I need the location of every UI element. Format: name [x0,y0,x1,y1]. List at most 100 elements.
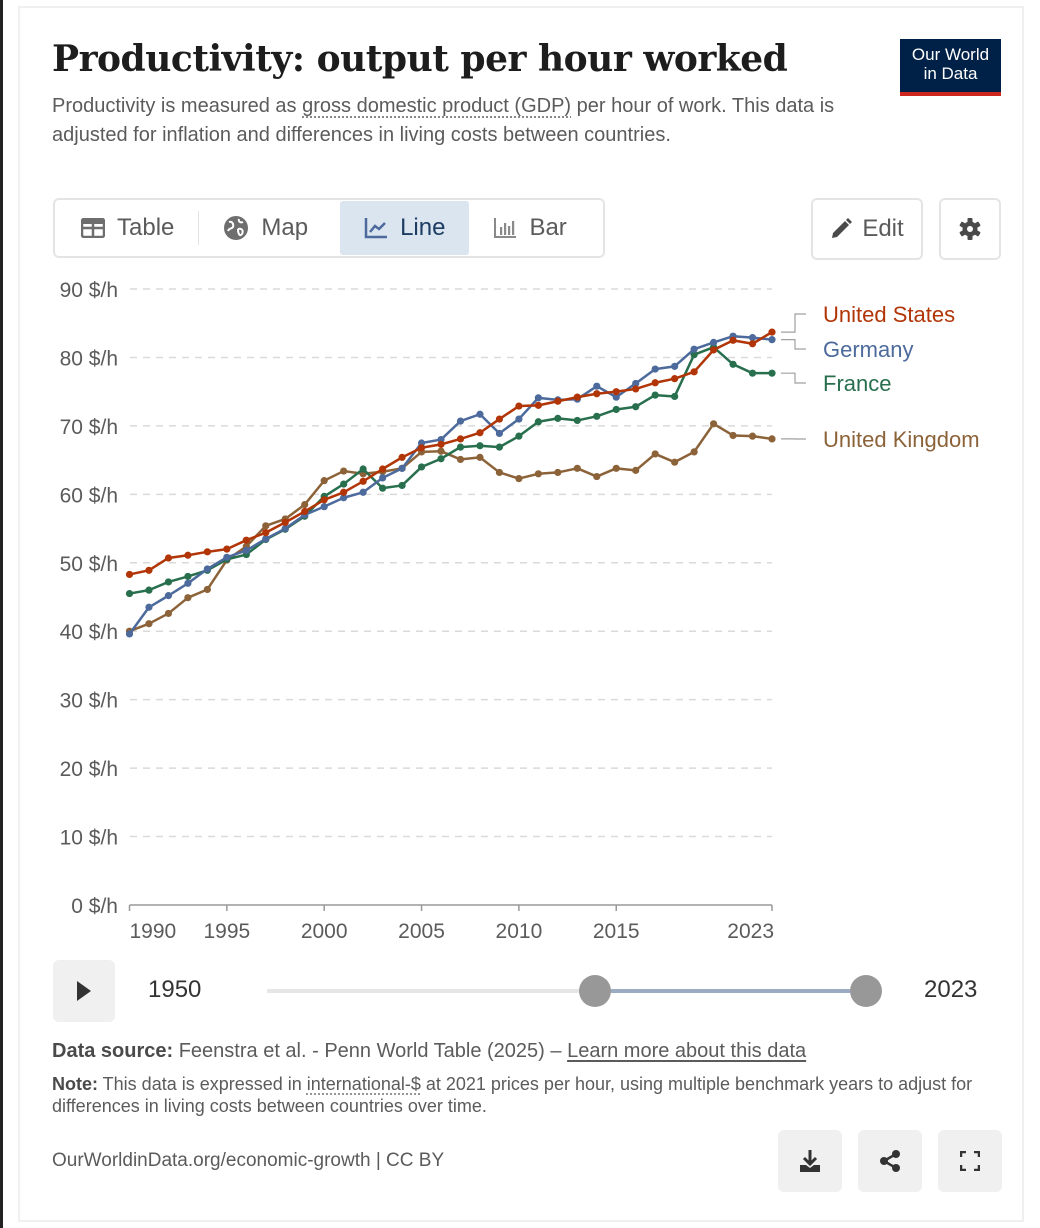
data-point [398,453,406,461]
data-point [164,609,173,618]
legend-connector [781,372,806,384]
data-point [632,385,640,393]
data-point [437,455,445,463]
gdp-definition-link[interactable]: gross domestic product (GDP) [302,95,572,117]
data-point [437,440,445,448]
data-point [437,447,445,455]
y-tick-label: 0 $/h [71,895,118,918]
y-tick-label: 60 $/h [60,484,118,507]
x-tick-label: 2010 [496,920,543,943]
data-point [768,328,776,336]
logo-line-1: Our World [911,45,990,64]
series-line-united-states [129,331,773,576]
international-dollar-link[interactable]: international-$ [306,1074,421,1094]
timeline-start-label: 1950 [148,976,202,1003]
data-point [573,464,581,472]
download-button[interactable] [778,1130,842,1192]
data-point [456,417,465,425]
download-icon [800,1150,820,1172]
data-point [651,379,659,387]
data-point [476,429,484,437]
data-point [379,484,387,492]
data-point [709,346,718,354]
page-title: Productivity: output per hour worked [52,38,788,80]
data-point [554,468,562,477]
data-point [671,375,679,383]
chart-subtitle: Productivity is measured as gross domest… [52,92,852,150]
timeline-end-handle[interactable] [850,975,882,1007]
tab-bar[interactable]: Bar [469,201,590,255]
tab-table-label: Table [117,214,175,241]
data-point [184,551,192,559]
data-point [573,416,581,425]
legend-label: United States [823,302,955,327]
y-tick-label: 40 $/h [60,621,118,644]
owid-logo[interactable]: Our World in Data [900,39,1001,96]
data-point [709,338,718,346]
data-point [748,369,757,377]
series-line-united-kingdom [129,422,773,633]
data-point [301,507,309,516]
data-point [417,463,426,471]
fullscreen-button[interactable] [938,1130,1002,1192]
data-point [515,474,523,483]
chart-tabs: Table Map Line Bar [53,198,605,258]
data-point [320,503,328,511]
timeline-track[interactable] [267,989,853,993]
tab-line[interactable]: Line [340,201,470,255]
play-button[interactable] [53,960,115,1022]
data-point [729,431,737,440]
learn-more-link[interactable]: Learn more about this data [567,1040,807,1062]
data-point [651,450,659,458]
data-point [709,420,718,428]
tab-map[interactable]: Map [199,201,332,255]
data-point [651,391,659,399]
tab-bar-label: Bar [529,214,567,241]
data-point [554,414,562,422]
y-tick-label: 70 $/h [60,416,118,439]
data-point [534,418,542,426]
data-point [281,524,289,533]
y-tick-label: 80 $/h [60,347,118,370]
legend-connector [781,339,806,350]
data-point [398,464,406,472]
data-point [768,336,776,344]
x-tick-label: 2015 [593,920,640,943]
data-point [242,536,250,544]
edit-button[interactable]: Edit [811,198,923,260]
data-point [748,432,757,440]
window-edge [0,0,3,1228]
data-point [671,392,679,401]
data-point [340,467,348,475]
data-point [593,390,601,398]
source-text: Feenstra et al. - Penn World Table (2025… [173,1040,568,1062]
share-button[interactable] [858,1130,922,1192]
source-label: Data source: [52,1040,174,1062]
data-point [632,403,640,411]
footer-attribution[interactable]: OurWorldinData.org/economic-growth | CC … [52,1150,445,1171]
data-point [125,589,134,598]
data-point [456,443,465,451]
data-source: Data source: Feenstra et al. - Penn Worl… [52,1040,806,1063]
line-chart: 0 $/h 10 $/h 20 $/h 30 $/h 40 $/h 50 $/h 60 $/… [60,279,980,943]
data-point [768,435,776,443]
y-tick-label: 90 $/h [60,279,118,302]
y-tick-label: 10 $/h [60,827,118,850]
data-point [262,522,270,530]
data-point [554,397,562,405]
legend-connector [781,313,806,333]
data-point [320,477,328,485]
tab-table[interactable]: Table [57,201,198,255]
data-point [145,566,153,574]
series-line-france [129,345,772,595]
subtitle-text-pre: Productivity is measured as [52,95,303,117]
data-point [515,402,523,410]
series-line-germany [128,334,773,635]
data-point [651,365,659,373]
data-note: Note: This data is expressed in internat… [52,1073,1002,1117]
data-point [612,388,620,396]
data-point [534,394,542,402]
data-point [515,432,523,440]
timeline-start-handle[interactable] [579,975,611,1007]
settings-button[interactable] [939,198,1001,260]
